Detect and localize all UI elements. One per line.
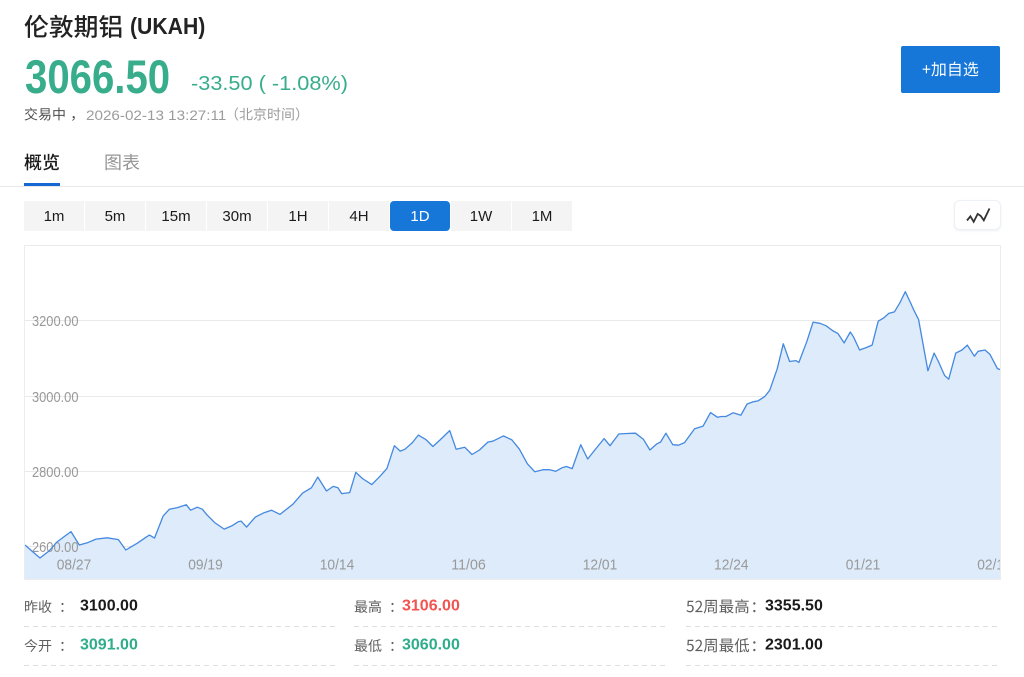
svg-text:09/19: 09/19 bbox=[188, 556, 223, 573]
svg-text:08/27: 08/27 bbox=[57, 556, 92, 573]
svg-text:12/24: 12/24 bbox=[714, 556, 749, 573]
svg-text:01/21: 01/21 bbox=[846, 556, 881, 573]
svg-text:12/01: 12/01 bbox=[583, 556, 618, 573]
svg-text:10/14: 10/14 bbox=[320, 556, 355, 573]
svg-text:3000.00: 3000.00 bbox=[32, 389, 79, 406]
svg-text:11/06: 11/06 bbox=[451, 556, 486, 573]
svg-text:2800.00: 2800.00 bbox=[32, 464, 79, 481]
svg-text:02/13: 02/13 bbox=[977, 556, 1000, 573]
svg-text:2600.00: 2600.00 bbox=[32, 539, 79, 556]
svg-text:3200.00: 3200.00 bbox=[32, 313, 79, 330]
